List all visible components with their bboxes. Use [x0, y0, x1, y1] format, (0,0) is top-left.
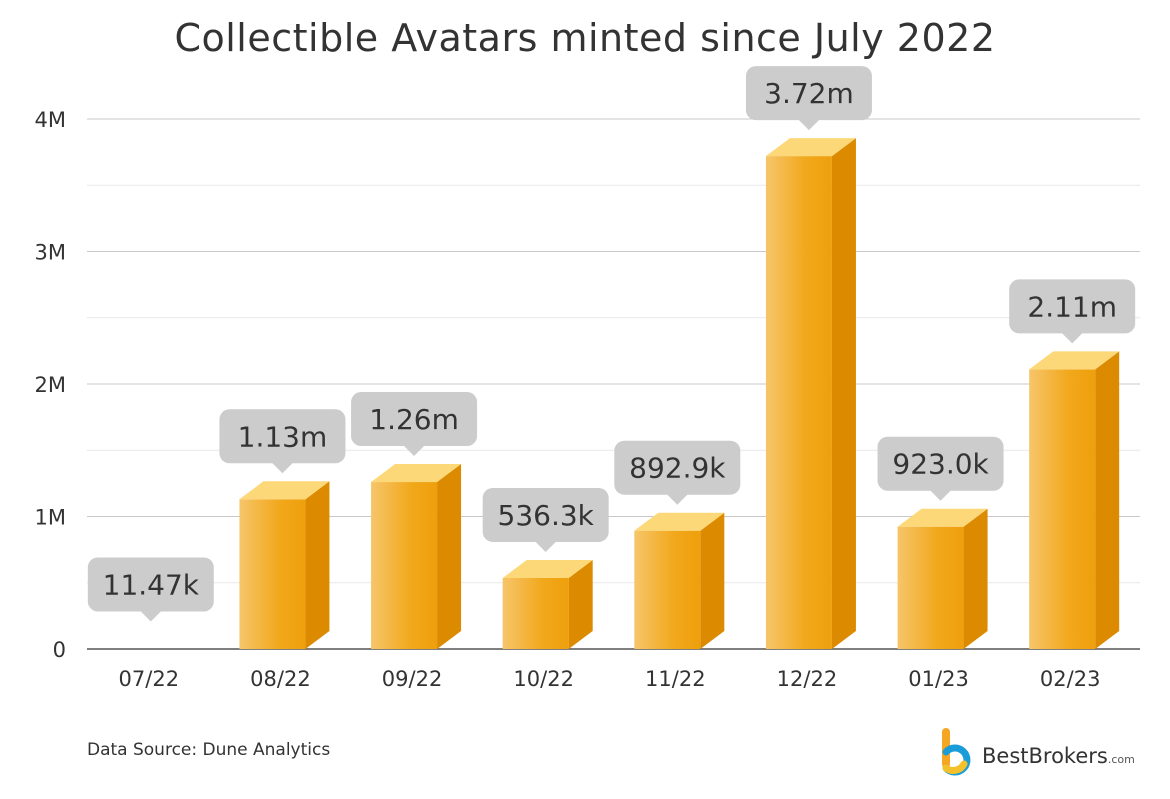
- bubble-box: [351, 392, 478, 447]
- data-label: 1.26m: [369, 403, 459, 436]
- bar-side: [963, 508, 988, 649]
- data-label: 536.3k: [498, 499, 595, 532]
- data-label-bubble: 3.72m: [745, 66, 872, 131]
- bubble-pointer: [403, 445, 426, 457]
- bar-front: [897, 526, 964, 649]
- y-tick-label: 2M: [35, 373, 66, 397]
- x-tick-label: 01/23: [908, 667, 969, 691]
- bubble-pointer: [139, 610, 162, 622]
- bubble-box: [482, 487, 609, 542]
- bubble-pointer: [1061, 332, 1084, 344]
- bar-top: [897, 508, 988, 527]
- y-tick-label: 4M: [35, 108, 66, 132]
- bar-top: [502, 559, 593, 578]
- bar-02-23: [1029, 351, 1120, 649]
- data-label-bubble: 536.3k: [482, 487, 609, 552]
- bar-front: [371, 482, 438, 649]
- data-label: 3.72m: [764, 77, 854, 110]
- x-tick-label: 02/23: [1040, 667, 1101, 691]
- data-label-bubble: 892.9k: [614, 440, 741, 505]
- bar-top: [634, 512, 725, 531]
- y-tick-label: 3M: [35, 241, 66, 265]
- data-label: 2.11m: [1027, 290, 1117, 323]
- data-label: 892.9k: [629, 452, 726, 485]
- bubble-box: [614, 440, 741, 495]
- bar-side: [831, 138, 856, 649]
- y-axis: 0 1M 2M 3M 4M: [35, 108, 66, 662]
- bar-side: [437, 464, 462, 649]
- data-label-bubble: 11.47k: [87, 557, 214, 622]
- bar-top: [765, 138, 856, 157]
- x-tick-label: 12/22: [777, 667, 838, 691]
- bar-01-23: [897, 508, 988, 649]
- x-tick-label: 11/22: [645, 667, 706, 691]
- bubble-pointer: [797, 119, 820, 131]
- bar-10-22: [502, 559, 593, 649]
- bar-front: [765, 156, 832, 649]
- bubble-box: [1009, 279, 1136, 334]
- data-label: 11.47k: [103, 568, 200, 601]
- bar-side: [1095, 351, 1120, 649]
- bar-chart: 0 1M 2M 3M 4M 07/22 08/22 09/22 10/22 11/22 12/22…: [35, 66, 1140, 691]
- brand-logo-block: BestBrokers.com: [938, 726, 1138, 776]
- bar-09-22: [371, 464, 462, 649]
- bar-side: [305, 481, 330, 649]
- bubble-pointer: [534, 540, 557, 552]
- bubble-box: [745, 66, 872, 121]
- bar-08-22: [239, 481, 330, 649]
- x-tick-label: 08/22: [250, 667, 311, 691]
- data-label-bubble: 1.26m: [351, 392, 478, 457]
- x-tick-label: 10/22: [513, 667, 574, 691]
- bars: [239, 138, 1120, 649]
- brand-domain: .com: [1107, 753, 1135, 766]
- data-label-bubble: 2.11m: [1009, 279, 1136, 344]
- y-tick-label: 0: [53, 638, 66, 662]
- bar-top: [239, 481, 330, 500]
- data-source-note: Data Source: Dune Analytics: [87, 740, 331, 760]
- data-label: 923.0k: [892, 448, 989, 481]
- bubble-pointer: [929, 489, 952, 501]
- bubble-box: [877, 436, 1004, 491]
- bar-side: [700, 512, 725, 649]
- bar-front: [1029, 369, 1096, 649]
- bestbrokers-logo-icon: [942, 728, 971, 776]
- bar-top: [1029, 351, 1120, 370]
- data-label: 1.13m: [238, 420, 328, 453]
- bar-top: [371, 464, 462, 483]
- x-axis: 07/22 08/22 09/22 10/22 11/22 12/22 01/23 02/23: [119, 667, 1101, 691]
- x-tick-label: 07/22: [119, 667, 180, 691]
- x-tick-label: 09/22: [382, 667, 443, 691]
- bar-front: [502, 577, 569, 649]
- bubble-box: [87, 557, 214, 612]
- bar-front: [239, 499, 306, 649]
- chart-title: Collectible Avatars minted since July 20…: [174, 16, 996, 60]
- bubble-pointer: [666, 493, 689, 505]
- bar-front: [634, 530, 701, 649]
- bar-11-22: [634, 512, 725, 649]
- brand-name-text: BestBrokers: [982, 744, 1108, 768]
- y-tick-label: 1M: [35, 506, 66, 530]
- data-labels: 11.47k 1.13m 1.26m 536.3k 892.9k 3.72m 923.0k 2…: [87, 66, 1136, 622]
- bar-side: [568, 559, 593, 649]
- brand-name: BestBrokers.com: [982, 744, 1135, 768]
- data-label-bubble: 923.0k: [877, 436, 1004, 501]
- bar-12-22: [765, 138, 856, 649]
- bubble-pointer: [271, 462, 294, 474]
- bubble-box: [219, 409, 346, 464]
- data-label-bubble: 1.13m: [219, 409, 346, 474]
